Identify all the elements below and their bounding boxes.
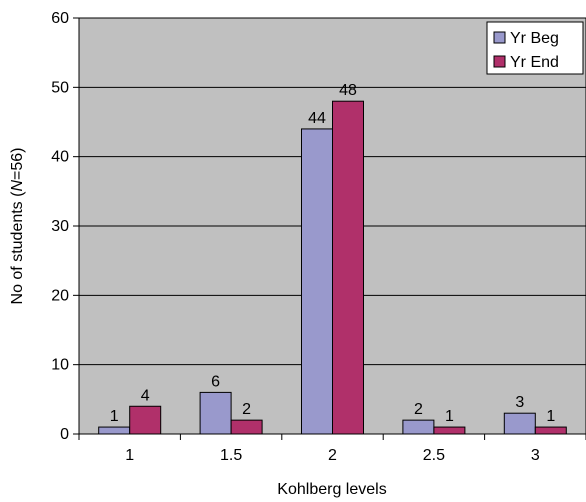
bars [98,100,567,435]
y-tick-label: 20 [51,287,69,304]
y-tick-labels: 0 10 20 30 40 50 60 [51,10,69,443]
axes [73,17,586,440]
bar-yr-end [129,405,162,435]
x-tick-label: 1 [125,447,134,464]
data-label: 48 [339,82,357,99]
legend: Yr Beg Yr End [486,21,584,75]
x-tick-labels: 1 1.5 2 2.5 3 [125,447,540,464]
data-label: 1 [110,408,119,425]
y-axis-title-prefix: No of students ( [9,191,26,305]
y-tick-label: 60 [51,10,69,27]
data-label: 2 [414,401,423,418]
data-label: 1 [546,408,555,425]
bar-yr-end [230,419,263,435]
bar-yr-beg [199,391,232,435]
bar-yr-beg [402,419,435,435]
y-tick-label: 30 [51,218,69,235]
bar-yr-end [534,426,567,435]
x-tick-label: 2 [328,447,337,464]
y-axis-title-italic: N [9,180,26,192]
data-label: 1 [445,408,454,425]
x-tick-label: 2.5 [423,447,445,464]
y-axis-title-suffix: =56) [9,148,26,180]
y-axis-title: No of students (N=56) [9,148,26,305]
bar-yr-end [332,100,364,435]
legend-swatch-yr-end [493,55,506,68]
data-label: 4 [141,387,150,404]
legend-label-yr-end: Yr End [510,54,559,71]
x-tick-label: 3 [531,447,540,464]
y-tick-label: 50 [51,79,69,96]
x-tick-label: 1.5 [220,447,242,464]
y-tick-label: 0 [60,426,69,443]
y-tick-label: 10 [51,357,69,374]
bar-yr-beg [98,426,131,435]
data-label: 2 [242,401,251,418]
bar-yr-beg [503,412,536,435]
legend-swatch-yr-beg [493,31,506,44]
data-labels: 1 4 6 2 44 48 2 1 3 1 [110,82,556,425]
data-label: 44 [308,110,326,127]
data-label: 3 [515,394,524,411]
y-tick-label: 40 [51,149,69,166]
legend-label-yr-beg: Yr Beg [510,30,559,47]
bar-yr-beg [301,128,333,435]
bar-yr-end [433,426,466,435]
x-axis-title: Kohlberg levels [277,481,386,498]
data-label: 6 [211,373,220,390]
